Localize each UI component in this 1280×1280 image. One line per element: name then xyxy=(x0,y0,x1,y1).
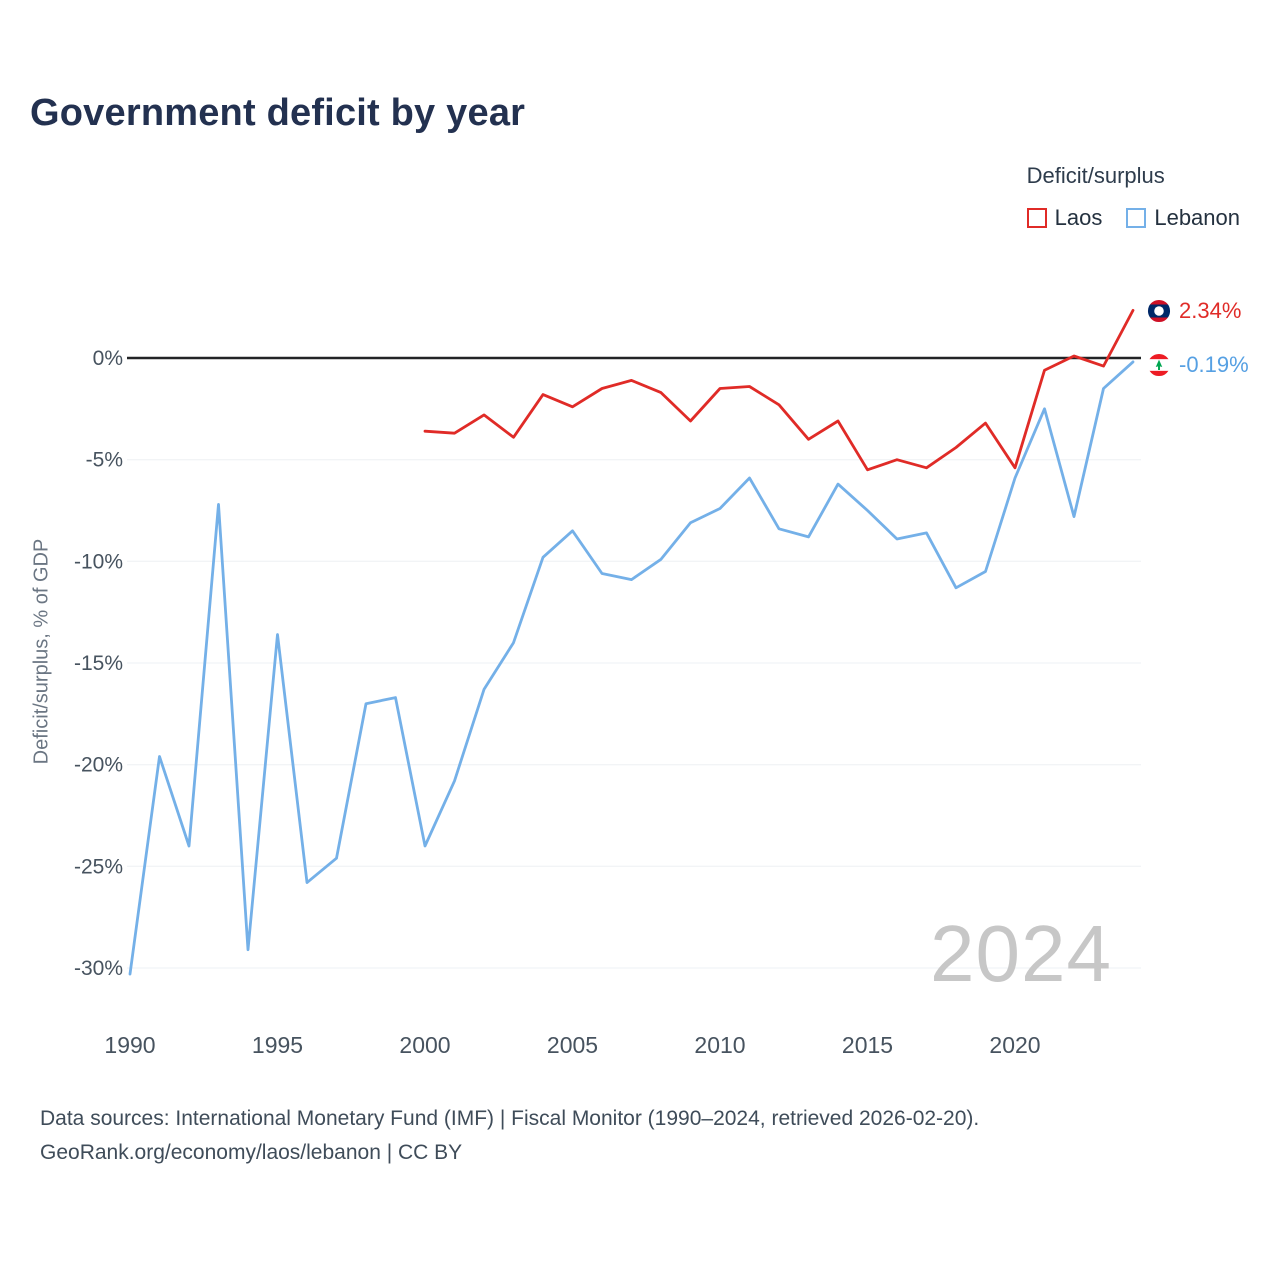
y-tick-label: -15% xyxy=(74,652,123,675)
legend-label-laos: Laos xyxy=(1054,205,1103,230)
x-tick-label: 1995 xyxy=(252,1032,303,1058)
x-tick-label: 2005 xyxy=(547,1032,598,1058)
y-tick-label: -30% xyxy=(74,957,123,980)
end-label-lebanon: -0.19% xyxy=(1146,352,1249,378)
laos-flag-icon xyxy=(1146,298,1172,324)
y-tick-label: -20% xyxy=(74,754,123,777)
page-title: Government deficit by year xyxy=(30,92,526,134)
laos-swatch-icon xyxy=(1026,208,1047,228)
x-tick-label: 2020 xyxy=(989,1032,1040,1058)
x-tick-label: 2000 xyxy=(399,1032,450,1058)
y-tick-label: -5% xyxy=(86,449,123,472)
footer-sources: Data sources: International Monetary Fun… xyxy=(40,1107,980,1130)
end-label-laos: 2.34% xyxy=(1146,298,1241,324)
lebanon-flag-icon xyxy=(1146,352,1172,378)
legend-title: Deficit/surplus xyxy=(1026,163,1165,188)
footer: Data sources: International Monetary Fun… xyxy=(40,1102,1250,1170)
footer-attribution: GeoRank.org/economy/laos/lebanon | CC BY xyxy=(40,1141,463,1164)
x-tick-label: 1990 xyxy=(104,1032,155,1058)
legend-item-laos[interactable]: Laos xyxy=(1026,205,1103,231)
y-axis-title: Deficit/surplus, % of GDP xyxy=(30,538,53,765)
legend-item-lebanon[interactable]: Lebanon xyxy=(1126,205,1240,231)
y-tick-label: 0% xyxy=(93,347,123,370)
watermark-year: 2024 xyxy=(930,909,1112,998)
y-tick-label: -10% xyxy=(74,550,123,573)
lebanon-swatch-icon xyxy=(1126,208,1147,228)
end-value-laos: 2.34% xyxy=(1179,298,1242,323)
legend-label-lebanon: Lebanon xyxy=(1154,205,1240,230)
end-value-lebanon: -0.19% xyxy=(1179,352,1249,377)
legend-items: Laos Lebanon xyxy=(1026,205,1240,231)
y-tick-label: -25% xyxy=(74,855,123,878)
series-line-lebanon xyxy=(128,360,1135,976)
legend: Deficit/surplus Laos Lebanon xyxy=(1026,163,1240,231)
x-tick-label: 2010 xyxy=(694,1032,745,1058)
series-line-laos xyxy=(423,308,1135,472)
x-tick-label: 2015 xyxy=(842,1032,893,1058)
